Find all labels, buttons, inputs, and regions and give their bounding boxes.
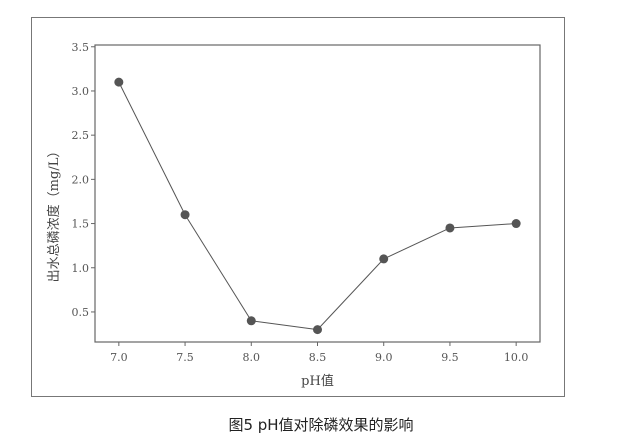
data-point <box>379 254 389 264</box>
data-point <box>511 219 521 229</box>
y-tick-label: 3.5 <box>72 41 90 54</box>
y-tick-label: 3.0 <box>72 85 90 98</box>
y-tick-label: 2.5 <box>72 129 90 142</box>
y-tick-label: 1.0 <box>72 262 90 275</box>
x-tick-label: 9.5 <box>441 351 459 364</box>
plot-area <box>94 44 541 343</box>
x-tick-label: 8.0 <box>243 351 261 364</box>
line-segment <box>184 214 252 322</box>
data-point <box>114 77 124 87</box>
line-segment <box>118 81 186 215</box>
figure-caption: 图5 pH值对除磷效果的影响 <box>228 416 414 434</box>
x-tick-label: 7.5 <box>176 351 194 364</box>
line-segment <box>383 227 451 260</box>
x-tick-label: 9.0 <box>375 351 393 364</box>
x-tick-label: 7.0 <box>110 351 128 364</box>
line-segment <box>317 258 385 330</box>
data-point <box>445 223 455 233</box>
figure-frame <box>31 17 565 397</box>
data-point <box>313 325 322 335</box>
y-tick-label: 1.5 <box>72 218 90 231</box>
line-segment <box>251 320 318 331</box>
x-tick-label: 8.5 <box>309 351 327 364</box>
y-tick-label: 0.5 <box>72 306 90 319</box>
y-axis-label: 出水总磷浓度（mg/L） <box>46 145 62 283</box>
data-point <box>246 316 256 326</box>
x-axis-label: pH值 <box>301 373 334 389</box>
line-segment <box>449 223 517 229</box>
y-tick-label: 2.0 <box>72 173 90 186</box>
x-tick-label: 10.0 <box>504 351 529 364</box>
data-point <box>180 210 190 220</box>
